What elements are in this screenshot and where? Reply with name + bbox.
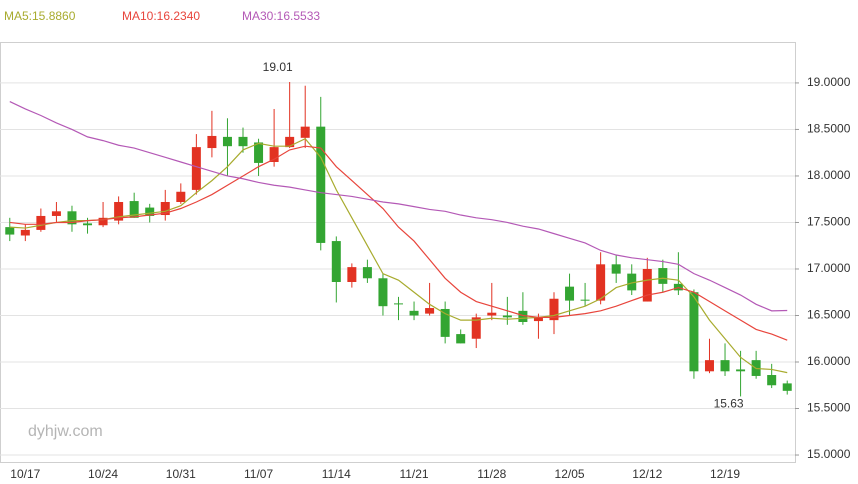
- y-tick-label: 18.0000: [807, 168, 851, 182]
- candle-body: [378, 278, 388, 307]
- candle-body: [285, 136, 295, 148]
- candle-body: [425, 308, 435, 314]
- candle-body: [160, 202, 170, 216]
- candle-body: [83, 223, 93, 226]
- candle-body: [782, 383, 792, 391]
- y-tick-label: 15.5000: [807, 401, 851, 415]
- candle-body: [129, 201, 139, 218]
- candle-body: [254, 142, 264, 163]
- candle-body: [471, 317, 481, 339]
- candle-body: [191, 147, 201, 190]
- candle-body: [67, 211, 77, 225]
- candle-body: [440, 308, 450, 337]
- legend-entry: MA10:16.2340: [122, 9, 200, 23]
- candle-body: [689, 292, 699, 372]
- legend-entry: MA30:16.5533: [242, 9, 320, 23]
- y-tick-label: 17.0000: [807, 261, 851, 275]
- candle-body: [533, 317, 543, 322]
- candle-body: [145, 207, 155, 216]
- candle-body: [394, 303, 403, 305]
- x-tick-label: 11/28: [477, 467, 506, 481]
- watermark: dyhjw.com: [28, 423, 103, 440]
- candle-body: [720, 360, 730, 372]
- y-tick-label: 16.0000: [807, 354, 851, 368]
- candle-body: [36, 215, 46, 230]
- candle-body: [409, 310, 419, 316]
- plot-frame: [0, 42, 796, 463]
- candle-body: [487, 312, 497, 316]
- x-tick-label: 10/24: [88, 467, 118, 481]
- max-annotation: 19.01: [263, 60, 293, 74]
- ma-line: [9, 100, 788, 312]
- candle-body: [565, 286, 575, 301]
- candle-body: [627, 273, 637, 291]
- x-tick-label: 10/17: [10, 467, 40, 481]
- candle-body: [456, 334, 466, 344]
- legend-entry: MA5:15.8860: [4, 9, 76, 23]
- candle-body: [518, 310, 528, 322]
- y-tick-label: 18.5000: [807, 122, 851, 136]
- candle-body: [642, 268, 652, 302]
- candle-body: [176, 191, 186, 202]
- y-tick-label: 19.0000: [807, 75, 851, 89]
- candle-body: [596, 264, 606, 301]
- candle-body: [207, 135, 217, 149]
- candle-body: [611, 264, 621, 274]
- y-tick-label: 17.5000: [807, 215, 851, 229]
- candle-body: [549, 298, 559, 321]
- candle-body: [580, 299, 590, 301]
- y-tick-label: 15.0000: [807, 447, 851, 461]
- x-tick-label: 12/12: [632, 467, 662, 481]
- candle-body: [5, 227, 15, 235]
- candle-body: [704, 360, 714, 372]
- x-tick-label: 12/05: [555, 467, 585, 481]
- candle-body: [269, 147, 279, 162]
- candle-body: [658, 268, 668, 284]
- candle-body: [98, 217, 108, 226]
- x-tick-label: 11/21: [399, 467, 428, 481]
- candle-body: [362, 267, 372, 279]
- y-tick-label: 16.5000: [807, 308, 851, 322]
- x-tick-label: 10/31: [166, 467, 196, 481]
- candle-body: [300, 126, 310, 138]
- candle-body: [51, 211, 61, 216]
- candle-body: [114, 202, 124, 221]
- candle-body: [316, 126, 326, 243]
- min-annotation: 15.63: [714, 397, 744, 411]
- x-tick-label: 12/19: [710, 467, 740, 481]
- ma-line: [9, 138, 788, 374]
- candle-body: [222, 136, 232, 147]
- ma-line: [9, 145, 788, 341]
- candle-body: [502, 315, 512, 318]
- candle-body: [331, 241, 341, 282]
- candle-body: [238, 136, 248, 147]
- candle-body: [20, 229, 30, 236]
- candle-body: [736, 369, 746, 372]
- x-tick-label: 11/07: [244, 467, 273, 481]
- candle-body: [347, 267, 357, 282]
- candle-body: [767, 375, 777, 386]
- x-tick-label: 11/14: [322, 467, 351, 481]
